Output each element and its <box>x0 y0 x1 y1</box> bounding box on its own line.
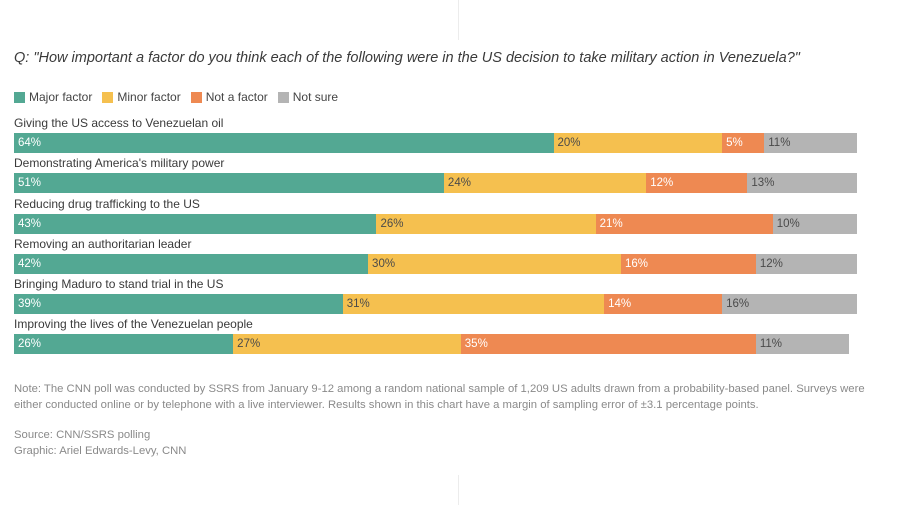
bar-segment-not-sure: 11% <box>755 334 849 355</box>
stacked-bar: 43% 26% 21% 10% <box>14 213 857 234</box>
bar-segment-not-a-factor: 14% <box>604 294 723 315</box>
data-label: 27% <box>237 338 261 351</box>
category-label: Giving the US access to Venezuelan oil <box>14 116 224 130</box>
chart-row: Reducing drug trafficking to the US 43% 26… <box>14 196 857 236</box>
legend: Major factor Minor factor Not a factor Not … <box>14 89 348 105</box>
legend-swatch <box>190 91 202 103</box>
bar-segment-minor-factor: 31% <box>342 294 605 315</box>
graphic-credit-line: Graphic: Ariel Edwards-Levy, CNN <box>14 445 187 457</box>
bar-segment-not-a-factor: 21% <box>595 213 773 234</box>
legend-label: Not a factor <box>205 90 268 104</box>
data-label: 42% <box>18 257 42 270</box>
stacked-bar: 64% 20% 5% 11% <box>14 133 857 153</box>
bar-segment-major-factor: 64% <box>14 133 554 153</box>
data-label: 35% <box>464 338 488 351</box>
bottom-divider-line <box>458 475 459 505</box>
methodology-note: Note: The CNN poll was conducted by SSRS… <box>14 383 865 411</box>
data-label: 31% <box>346 298 370 311</box>
category-label: Demonstrating America's military power <box>14 156 225 171</box>
data-label: 16% <box>726 298 750 311</box>
category-label: Improving the lives of the Venezuelan pe… <box>14 317 253 332</box>
chart-title: Q: "How important a factor do you think … <box>14 50 800 66</box>
bar-segment-minor-factor: 30% <box>368 253 621 274</box>
bar-segment-major-factor: 39% <box>14 294 343 315</box>
bar-segment-major-factor: 26% <box>14 334 234 355</box>
data-label: 64% <box>18 137 42 149</box>
source-line: Source: CNN/SSRS polling <box>14 429 151 441</box>
legend-label: Not sure <box>292 90 339 104</box>
chart-row: Removing an authoritarian leader 42% 30% 16… <box>14 236 857 276</box>
data-label: 26% <box>18 338 42 351</box>
top-divider-line <box>458 0 459 40</box>
stacked-bar: 51% 24% 12% 13% <box>14 173 857 194</box>
chart-row: Improving the lives of the Venezuelan pe… <box>14 316 857 356</box>
data-label: 16% <box>624 257 648 270</box>
data-label: 30% <box>372 257 396 270</box>
legend-label: Minor factor <box>117 90 181 104</box>
bar-segment-not-a-factor: 5% <box>722 133 765 153</box>
bar-segment-minor-factor: 26% <box>376 213 596 234</box>
bar-segment-not-a-factor: 35% <box>460 334 756 355</box>
data-label: 51% <box>18 177 42 190</box>
bar-segment-not-sure: 16% <box>722 294 857 315</box>
category-label: Reducing drug trafficking to the US <box>14 196 200 211</box>
legend-swatch <box>14 91 25 103</box>
chart-row: Demonstrating America's military power 51… <box>14 155 857 195</box>
data-label: 39% <box>18 298 42 311</box>
chart-row: Giving the US access to Venezuelan oil 64… <box>14 115 857 155</box>
bar-segment-not-a-factor: 16% <box>620 253 756 274</box>
legend-swatch <box>102 91 114 103</box>
category-label: Removing an authoritarian leader <box>14 236 192 251</box>
data-label: 20% <box>557 137 581 149</box>
data-label: 5% <box>726 137 743 149</box>
data-label: 10% <box>776 217 800 230</box>
bar-segment-not-sure: 13% <box>747 173 857 194</box>
legend-label: Major factor <box>29 90 93 104</box>
data-label: 14% <box>608 298 632 311</box>
legend-item-minor-factor: Minor factor <box>102 90 181 104</box>
bar-segment-minor-factor: 24% <box>443 173 647 194</box>
data-label: 12% <box>650 177 674 190</box>
data-label: 26% <box>380 217 404 230</box>
data-label: 43% <box>18 217 42 230</box>
legend-item-not-a-factor: Not a factor <box>190 90 268 104</box>
data-label: 21% <box>599 217 623 230</box>
data-label: 11% <box>759 338 782 351</box>
stacked-bar: 39% 31% 14% 16% <box>14 294 857 315</box>
bar-segment-not-a-factor: 12% <box>646 173 748 194</box>
bar-segment-not-sure: 11% <box>764 133 857 153</box>
bar-segment-minor-factor: 20% <box>553 133 723 153</box>
data-label: 13% <box>751 177 775 190</box>
chart-row: Bringing Maduro to stand trial in the US… <box>14 276 857 316</box>
category-label: Bringing Maduro to stand trial in the US <box>14 277 224 292</box>
stacked-bar-chart: Giving the US access to Venezuelan oil 64… <box>14 115 857 357</box>
data-label: 24% <box>447 177 471 190</box>
bar-segment-minor-factor: 27% <box>233 334 461 355</box>
legend-item-not-sure: Not sure <box>277 90 339 104</box>
legend-item-major-factor: Major factor <box>14 90 92 104</box>
data-label: 12% <box>759 257 783 270</box>
bar-segment-not-sure: 12% <box>755 253 857 274</box>
stacked-bar: 26% 27% 35% 11% <box>14 334 857 355</box>
legend-swatch <box>277 91 289 103</box>
credits: Source: CNN/SSRS polling Graphic: Ariel … <box>14 427 186 459</box>
data-label: 11% <box>768 137 791 149</box>
stacked-bar: 42% 30% 16% 12% <box>14 253 857 274</box>
bar-segment-major-factor: 51% <box>14 173 444 194</box>
bar-segment-not-sure: 10% <box>772 213 857 234</box>
bar-segment-major-factor: 43% <box>14 213 377 234</box>
bar-segment-major-factor: 42% <box>14 253 369 274</box>
